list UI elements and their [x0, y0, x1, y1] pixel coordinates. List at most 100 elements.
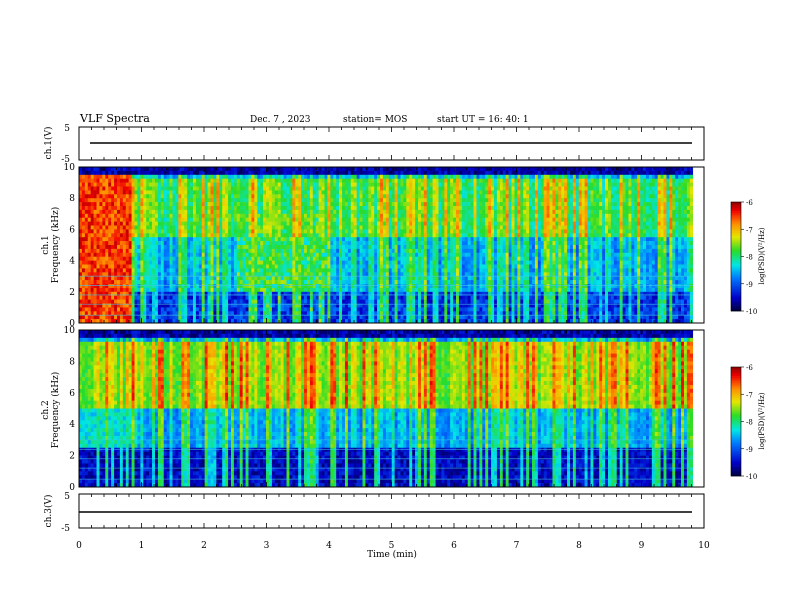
spec-cell: [330, 264, 334, 269]
spec-cell: [172, 217, 176, 222]
spec-cell: [266, 209, 270, 215]
spec-cell: [260, 276, 264, 281]
spec-cell: [228, 190, 232, 195]
spec-cell: [339, 256, 343, 261]
spec-cell: [374, 307, 378, 312]
spec-cell: [266, 229, 270, 234]
spec-cell: [257, 186, 261, 191]
spec-cell: [260, 252, 264, 257]
spec-cell: [350, 264, 355, 269]
spec-cell: [99, 299, 103, 304]
spec-cell: [140, 209, 144, 215]
spec-cell: [213, 284, 217, 289]
spec-cell: [157, 260, 162, 265]
spec-cell: [432, 221, 436, 226]
spec-cell: [251, 315, 255, 320]
spec-cell: [81, 170, 86, 176]
spec-cell: [420, 268, 425, 273]
spec-cell: [87, 245, 91, 250]
spec-cell: [306, 284, 311, 289]
spec-cell: [248, 233, 252, 238]
spec-cell: [108, 268, 112, 273]
spec-cell: [418, 252, 422, 257]
spec-cell: [96, 295, 100, 300]
spec-cell: [228, 260, 232, 265]
spec-cell: [298, 252, 302, 257]
spec-cell: [333, 206, 337, 211]
spec-cell: [242, 198, 246, 203]
spec-cell: [391, 206, 395, 211]
spec-cell: [242, 174, 246, 179]
spec-cell: [304, 174, 308, 179]
spec-cell: [90, 217, 94, 222]
spec-cell: [152, 237, 156, 242]
spec-cell: [266, 311, 270, 316]
spec-cell: [116, 291, 121, 296]
spec-cell: [266, 307, 270, 312]
spec-cell: [280, 233, 284, 238]
spec-cell: [131, 198, 135, 203]
spec-cell: [295, 202, 299, 207]
spec-cell: [339, 174, 343, 179]
spec-cell: [198, 252, 203, 257]
spec-cell: [181, 299, 185, 304]
spec-cell: [277, 237, 281, 242]
spec-cell: [81, 213, 86, 218]
spec-cell: [295, 186, 299, 191]
spec-cell: [429, 233, 433, 238]
spec-cell: [116, 178, 121, 183]
spec-cell: [400, 174, 404, 179]
spec-cell: [260, 178, 264, 183]
spec-cell: [79, 174, 83, 179]
spec-cell: [228, 174, 232, 179]
spec-cell: [128, 174, 132, 179]
spec-cell: [268, 206, 273, 211]
spec-cell: [239, 213, 243, 218]
spec-cell: [350, 194, 355, 199]
spec-cell: [412, 178, 416, 183]
spec-cell: [356, 206, 360, 211]
spec-cell: [108, 206, 112, 211]
spec-cell: [210, 315, 214, 320]
spec-cell: [79, 315, 83, 320]
spec-cell: [204, 291, 208, 296]
spec-cell: [254, 315, 258, 320]
spec-cell: [263, 225, 267, 230]
spec-cell: [169, 268, 173, 273]
spec-cell: [301, 315, 305, 320]
spec-cell: [403, 315, 407, 320]
spec-cell: [268, 167, 273, 172]
spec-cell: [134, 248, 138, 254]
spec-cell: [152, 186, 156, 191]
spec-cell: [318, 174, 322, 179]
spec-cell: [163, 291, 167, 296]
spec-cell: [93, 174, 97, 179]
spec-cell: [143, 319, 147, 324]
spec-cell: [216, 268, 220, 273]
spec-cell: [187, 190, 191, 195]
spec-cell: [93, 233, 97, 238]
spec-cell: [210, 311, 214, 316]
spec-cell: [432, 194, 436, 199]
spec-cell: [362, 248, 366, 254]
spec-cell: [216, 182, 220, 187]
spec-cell: [409, 307, 413, 312]
spec-cell: [233, 167, 238, 172]
spec-cell: [415, 280, 419, 285]
spec-cell: [93, 260, 97, 265]
spec-cell: [108, 272, 112, 277]
spec-cell: [356, 202, 360, 207]
spec-cell: [187, 256, 191, 261]
spec-cell: [371, 233, 375, 238]
spec-cell: [166, 248, 170, 254]
spec-cell: [105, 287, 109, 293]
spec-cell: [152, 225, 156, 230]
spec-cell: [368, 315, 372, 320]
spec-cell: [368, 167, 372, 172]
spec-cell: [99, 233, 103, 238]
spec-cell: [353, 182, 357, 187]
spec-cell: [356, 319, 360, 324]
spec-cell: [327, 287, 331, 293]
spec-cell: [172, 182, 176, 187]
spec-cell: [228, 225, 232, 230]
